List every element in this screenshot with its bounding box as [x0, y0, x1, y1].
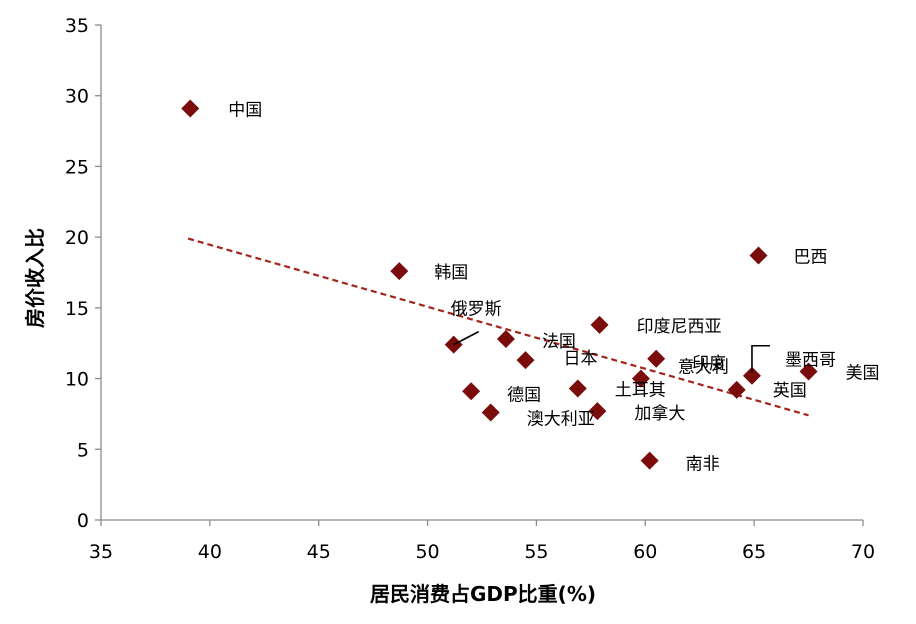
point-label: 南非: [686, 455, 720, 475]
point-label: 俄罗斯: [451, 300, 502, 320]
x-tick-label: 70: [851, 541, 875, 563]
point-label: 美国: [846, 364, 880, 384]
trendline: [187, 237, 809, 417]
data-point: [390, 262, 409, 281]
x-tick-label: 50: [415, 541, 439, 563]
data-point: [647, 349, 666, 368]
point-label: 印度: [692, 354, 726, 374]
y-tick-label: 10: [65, 369, 89, 391]
y-axis-title: 房价收入比: [23, 228, 47, 328]
data-point: [181, 99, 200, 118]
point-label: 德国: [507, 385, 541, 405]
point-label: 澳大利亚: [527, 410, 595, 430]
data-point: [590, 315, 609, 334]
data-point: [727, 380, 746, 399]
data-point: [462, 382, 481, 401]
x-tick-label: 35: [89, 541, 113, 563]
trendline-layer: [187, 237, 809, 417]
data-point: [749, 246, 768, 265]
data-point: [568, 379, 587, 398]
data-point: [481, 403, 500, 422]
data-point: [516, 351, 535, 370]
data-point: [799, 362, 818, 381]
y-tick-label: 0: [77, 510, 89, 532]
point-label: 法国: [542, 332, 576, 352]
data-points: [181, 99, 818, 470]
point-label: 意大利: [678, 358, 729, 378]
data-point: [631, 369, 650, 388]
leader-line: [751, 344, 770, 373]
y-tick-label: 35: [65, 15, 89, 37]
data-point: [588, 402, 607, 421]
x-axis-title: 居民消费占GDP比重(%): [370, 582, 596, 606]
x-tick-label: 65: [742, 541, 766, 563]
x-tick-label: 40: [198, 541, 222, 563]
point-label: 印度尼西亚: [637, 317, 722, 337]
y-tick-label: 5: [77, 439, 89, 461]
leader-line: [453, 330, 480, 346]
point-label: 墨西哥: [785, 351, 836, 371]
point-label: 日本: [564, 349, 598, 369]
point-label: 中国: [228, 100, 262, 120]
point-label: 巴西: [793, 248, 827, 268]
point-label: 英国: [773, 381, 807, 401]
y-tick-label: 30: [65, 86, 89, 108]
data-point: [742, 366, 761, 385]
y-tick-label: 20: [65, 227, 89, 249]
x-tick-label: 55: [524, 541, 548, 563]
point-label: 土耳其: [615, 380, 666, 400]
point-label: 加拿大: [634, 403, 685, 424]
data-point: [640, 451, 659, 470]
y-tick-label: 25: [65, 156, 89, 178]
point-label: 韩国: [434, 263, 468, 283]
x-tick-label: 60: [633, 541, 657, 563]
data-point: [496, 329, 515, 348]
y-tick-label: 15: [65, 298, 89, 320]
axes: 0 5 10 15 20 25 30 35 35 40 45 50 55 60 65 70: [65, 15, 875, 563]
x-tick-label: 45: [307, 541, 331, 563]
